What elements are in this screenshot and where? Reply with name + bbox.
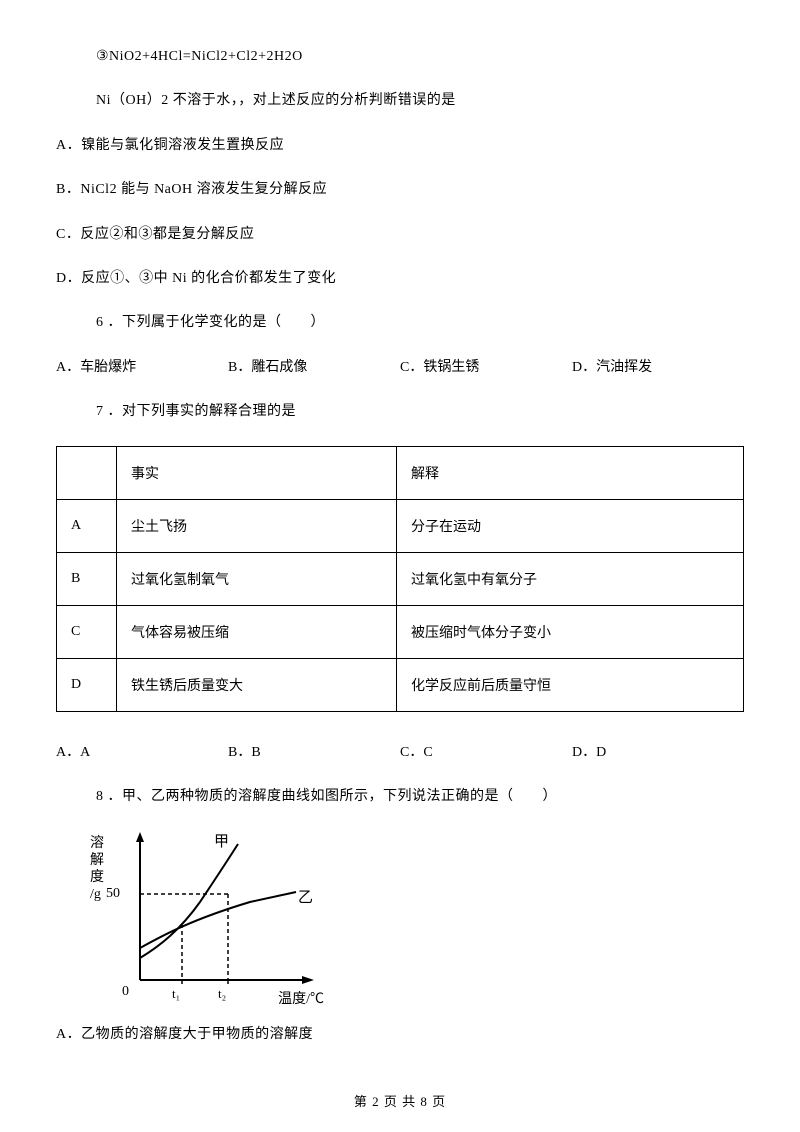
table-cell: B: [57, 552, 117, 605]
table-cell: [57, 446, 117, 499]
table-row: B 过氧化氢制氧气 过氧化氢中有氧分子: [57, 552, 744, 605]
q8-option-a: A．乙物质的溶解度大于甲物质的溶解度: [56, 1024, 744, 1046]
table-cell: 铁生锈后质量变大: [117, 658, 397, 711]
q6-option-d: D．汽油挥发: [572, 357, 652, 379]
table-cell: 尘土飞扬: [117, 499, 397, 552]
q7-option-a: A．A: [56, 742, 228, 764]
y-label-3: 度: [90, 870, 104, 885]
curve-label-jia: 甲: [214, 830, 229, 851]
q6-option-b: B．雕石成像: [228, 357, 400, 379]
table-cell: 化学反应前后质量守恒: [397, 658, 744, 711]
q5-option-b: B．NiCl2 能与 NaOH 溶液发生复分解反应: [56, 179, 744, 201]
table-row: C 气体容易被压缩 被压缩时气体分子变小: [57, 605, 744, 658]
q7-table: 事实 解释 A 尘土飞扬 分子在运动 B 过氧化氢制氧气 过氧化氢中有氧分子 C…: [56, 446, 744, 712]
table-cell: 事实: [117, 446, 397, 499]
q8-stem: 8 ．甲、乙两种物质的溶解度曲线如图所示，下列说法正确的是（ ）: [56, 786, 744, 808]
q6-stem: 6 ．下列属于化学变化的是（ ）: [56, 312, 744, 334]
q7-option-c: C．C: [400, 742, 572, 764]
table-cell: 过氧化氢制氧气: [117, 552, 397, 605]
q5-note: Ni（OH）2 不溶于水，，对上述反应的分析判断错误的是: [56, 90, 744, 112]
x-axis-label: 温度/℃: [278, 988, 324, 1008]
q6-options: A．车胎爆炸 B．雕石成像 C．铁锅生锈 D．汽油挥发: [56, 357, 744, 379]
origin-label: 0: [122, 984, 129, 1000]
q5-option-a: A．镍能与氯化铜溶液发生置换反应: [56, 135, 744, 157]
y-axis-label: 溶 解 度 /g: [90, 836, 104, 903]
y-label-1: 溶: [90, 836, 104, 851]
table-row: 事实 解释: [57, 446, 744, 499]
y-label-2: 解: [90, 853, 104, 868]
table-cell: 被压缩时气体分子变小: [397, 605, 744, 658]
y-unit: /g: [90, 887, 101, 902]
q7-options: A．A B．B C．C D．D: [56, 742, 744, 764]
q7-stem: 7 ．对下列事实的解释合理的是: [56, 401, 744, 423]
x-tick-t1: t₁: [172, 986, 180, 1002]
q6-option-c: C．铁锅生锈: [400, 357, 572, 379]
table-cell: 气体容易被压缩: [117, 605, 397, 658]
curve-label-yi: 乙: [298, 886, 313, 907]
q5-option-d: D．反应①、③中 Ni 的化合价都发生了变化: [56, 268, 744, 290]
table-cell: D: [57, 658, 117, 711]
table-row: D 铁生锈后质量变大 化学反应前后质量守恒: [57, 658, 744, 711]
page-footer: 第 2 页 共 8 页: [0, 1091, 800, 1110]
x-tick-t2: t₂: [218, 986, 226, 1002]
y-tick-50: 50: [106, 886, 120, 902]
table-cell: 解释: [397, 446, 744, 499]
table-cell: 分子在运动: [397, 499, 744, 552]
table-cell: A: [57, 499, 117, 552]
chart-svg: [90, 830, 320, 1000]
table-cell: C: [57, 605, 117, 658]
q6-option-a: A．车胎爆炸: [56, 357, 228, 379]
q5-option-c: C．反应②和③都是复分解反应: [56, 224, 744, 246]
table-cell: 过氧化氢中有氧分子: [397, 552, 744, 605]
q7-option-d: D．D: [572, 742, 606, 764]
q7-option-b: B．B: [228, 742, 400, 764]
q5-eq3: ③NiO2+4HCl=NiCl2+Cl2+2H2O: [56, 46, 744, 68]
solubility-chart: 溶 解 度 /g 50 0 t₁ t₂ 温度/℃ 甲 乙: [90, 830, 320, 1010]
table-row: A 尘土飞扬 分子在运动: [57, 499, 744, 552]
